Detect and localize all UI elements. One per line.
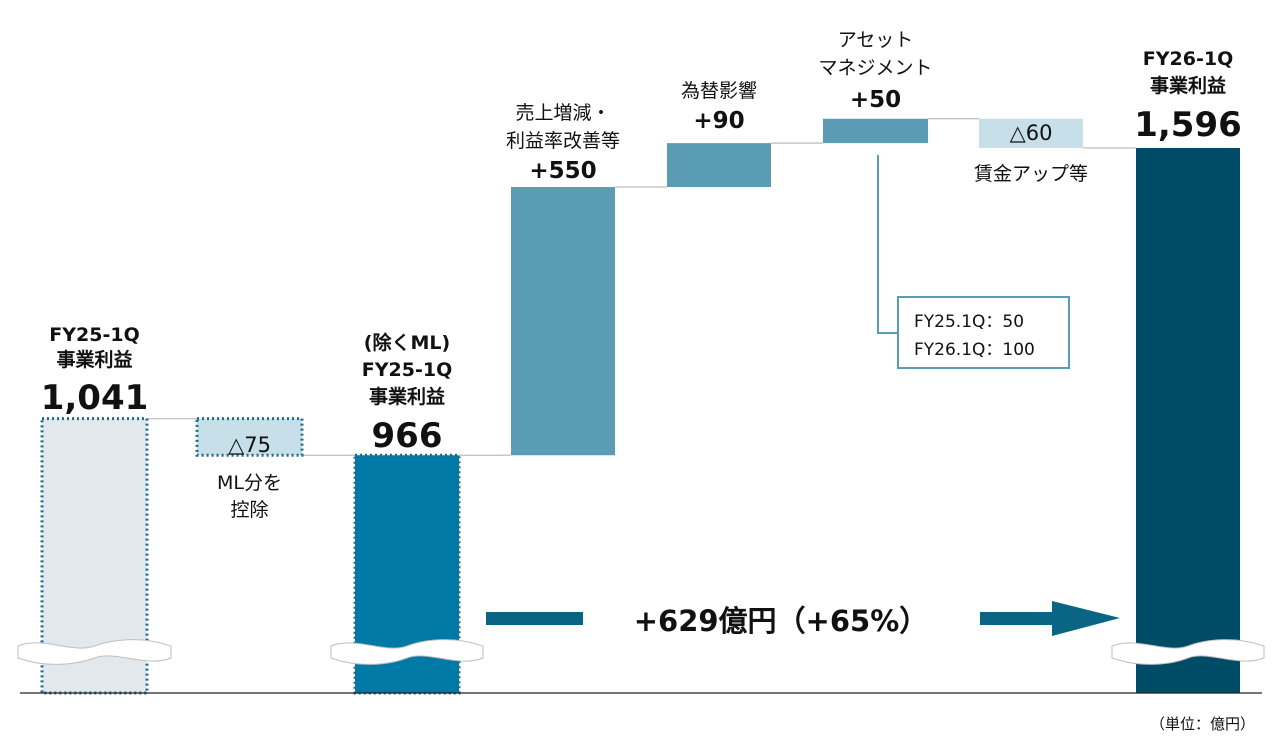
label-fy25-line1: FY25-1Q xyxy=(49,324,139,346)
caption-wage: 賃金アップ等 xyxy=(974,163,1088,185)
value-ml: △75 xyxy=(228,433,271,457)
label-am-line1: アセット xyxy=(838,29,914,51)
label-fy25ex-line2: FY25-1Q xyxy=(362,359,452,381)
label-fy25ex-line3: 事業利益 xyxy=(369,385,445,408)
label-am-line2: マネジメント xyxy=(818,57,932,79)
callout-leader xyxy=(877,155,898,334)
bar-am xyxy=(823,118,928,144)
value-am: +50 xyxy=(850,87,901,113)
growth-arrow-shaft xyxy=(980,612,1052,625)
callout-box xyxy=(897,296,1070,369)
growth-arrow-tail xyxy=(486,612,583,625)
label-fy26-line1: FY26-1Q xyxy=(1143,48,1233,70)
axis-break-wave xyxy=(1111,639,1265,665)
axis-break-wave xyxy=(17,639,172,665)
callout-line1: FY25.1Q：50 xyxy=(914,312,1024,332)
bar-fx xyxy=(667,143,771,188)
callout-line2: FY26.1Q：100 xyxy=(914,340,1035,360)
bar-sales xyxy=(511,187,615,456)
label-sales-line2: 利益率改善等 xyxy=(506,130,620,152)
axis-break-wave xyxy=(330,639,484,665)
value-wage: △60 xyxy=(1010,121,1053,145)
value-fx: +90 xyxy=(693,108,744,134)
value-fy25ex: 966 xyxy=(372,416,443,456)
label-fx: 為替影響 xyxy=(681,80,757,102)
value-fy25: 1,041 xyxy=(41,378,149,418)
label-fy25ex-line1: (除くML) xyxy=(364,331,450,354)
bar-fy26 xyxy=(1136,148,1240,693)
bar-ml xyxy=(195,417,304,457)
label-fy26-line2: 事業利益 xyxy=(1150,74,1226,97)
growth-arrow-head xyxy=(1052,601,1120,636)
value-fy26: 1,596 xyxy=(1134,105,1242,145)
label-sales-line1: 売上増減・ xyxy=(515,102,610,124)
caption-ml-line1: ML分を xyxy=(217,472,282,494)
bar-wage xyxy=(979,118,1083,148)
label-fy25-line2: 事業利益 xyxy=(56,348,132,371)
unit-note: （単位：億円） xyxy=(1150,715,1255,733)
value-sales: +550 xyxy=(529,158,596,184)
growth-label: +629億円（+65%） xyxy=(634,604,929,638)
caption-ml-line2: 控除 xyxy=(230,499,268,521)
